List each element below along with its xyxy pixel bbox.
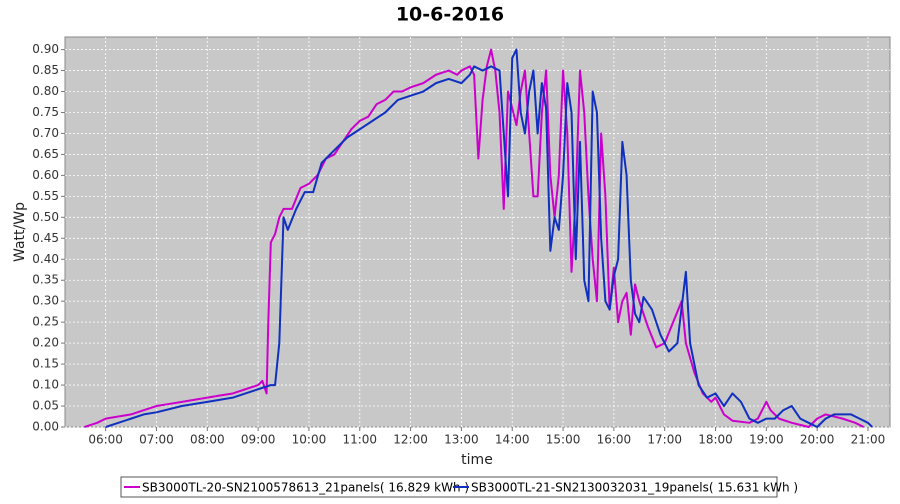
y-tick-label: 0.85 <box>32 63 59 77</box>
y-tick-label: 0.60 <box>32 168 59 182</box>
y-tick-label: 0.30 <box>32 294 59 308</box>
y-tick-label: 0.00 <box>32 420 59 434</box>
y-tick-label: 0.80 <box>32 84 59 98</box>
y-tick-label: 0.40 <box>32 252 59 266</box>
y-axis-label: Watt/Wp <box>12 202 28 262</box>
x-tick-label: 16:00 <box>597 433 632 447</box>
y-tick-label: 0.05 <box>32 399 59 413</box>
y-tick-label: 0.45 <box>32 231 59 245</box>
y-tick-label: 0.35 <box>32 273 59 287</box>
x-tick-label: 14:00 <box>495 433 530 447</box>
series-line <box>105 48 873 428</box>
x-tick-label: 19:00 <box>749 433 784 447</box>
chart-title: 10-6-2016 <box>396 4 504 26</box>
y-tick-label: 0.20 <box>32 336 59 350</box>
x-tick-label: 12:00 <box>393 433 428 447</box>
x-tick-label: 11:00 <box>342 433 377 447</box>
y-tick-label: 0.70 <box>32 126 59 140</box>
y-tick-label: 0.75 <box>32 105 59 119</box>
x-tick-label: 13:00 <box>444 433 479 447</box>
y-tick-label: 0.55 <box>32 189 59 203</box>
x-tick-label: 21:00 <box>851 433 886 447</box>
x-tick-label: 18:00 <box>698 433 733 447</box>
y-tick-label: 0.15 <box>32 357 59 371</box>
y-tick-label: 0.25 <box>32 315 59 329</box>
x-tick-label: 20:00 <box>800 433 835 447</box>
legend <box>120 476 778 498</box>
y-tick-label: 0.50 <box>32 210 59 224</box>
legend-label: SB3000TL-20-SN2100578613_21panels( 16.82… <box>142 481 469 495</box>
x-tick-label: 08:00 <box>190 433 225 447</box>
x-tick-label: 15:00 <box>546 433 581 447</box>
y-tick-label: 0.10 <box>32 378 59 392</box>
plot-area <box>64 36 891 428</box>
x-tick-label: 17:00 <box>647 433 682 447</box>
x-tick-label: 09:00 <box>241 433 276 447</box>
x-tick-label: 07:00 <box>139 433 174 447</box>
y-tick-label: 0.90 <box>32 42 59 56</box>
y-tick-label: 0.65 <box>32 147 59 161</box>
x-tick-label: 06:00 <box>88 433 123 447</box>
x-axis-label: time <box>461 452 493 468</box>
legend-label: SB3000TL-21-SN2130032031_19panels( 15.63… <box>471 481 798 495</box>
x-tick-label: 10:00 <box>292 433 327 447</box>
